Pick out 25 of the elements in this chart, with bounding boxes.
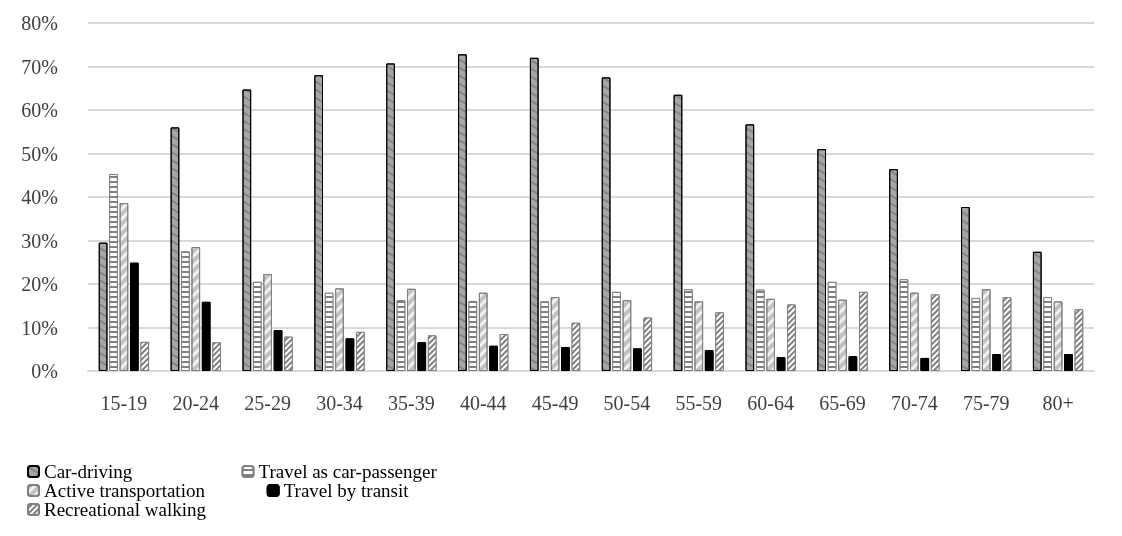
x-tick-label: 40-44 xyxy=(459,392,507,414)
y-tick-label: 10% xyxy=(21,316,58,339)
x-tick-label: 50-54 xyxy=(603,392,651,414)
x-tick-label: 45-49 xyxy=(531,392,579,414)
y-tick-label: 20% xyxy=(21,273,58,295)
y-tick-label: 50% xyxy=(21,142,58,165)
y-tick-label: 0% xyxy=(31,360,58,382)
x-tick-label: 55-59 xyxy=(675,392,723,414)
legend-label: Travel as car-passenger xyxy=(258,461,490,482)
x-tick-label: 35-39 xyxy=(388,392,435,414)
x-tick-label: 20-24 xyxy=(172,392,220,414)
y-tick-label: 80% xyxy=(21,12,58,34)
x-tick-label: 80+ xyxy=(1042,392,1074,414)
x-tick-label: 60-64 xyxy=(747,392,794,414)
x-tick-label: 30-34 xyxy=(316,392,363,414)
legend-label: Car-driving xyxy=(44,461,242,482)
x-tick-label: 70-74 xyxy=(891,392,938,414)
y-tick-label: 70% xyxy=(21,55,58,78)
x-tick-label: 25-29 xyxy=(244,392,291,414)
x-tick-label: 75-79 xyxy=(962,392,1010,414)
y-tick-label: 40% xyxy=(21,186,58,208)
y-tick-label: 30% xyxy=(21,229,58,252)
x-tick-label: 65-69 xyxy=(819,392,866,414)
x-tick-label: 15-19 xyxy=(100,392,148,414)
y-tick-label: 60% xyxy=(21,99,58,121)
